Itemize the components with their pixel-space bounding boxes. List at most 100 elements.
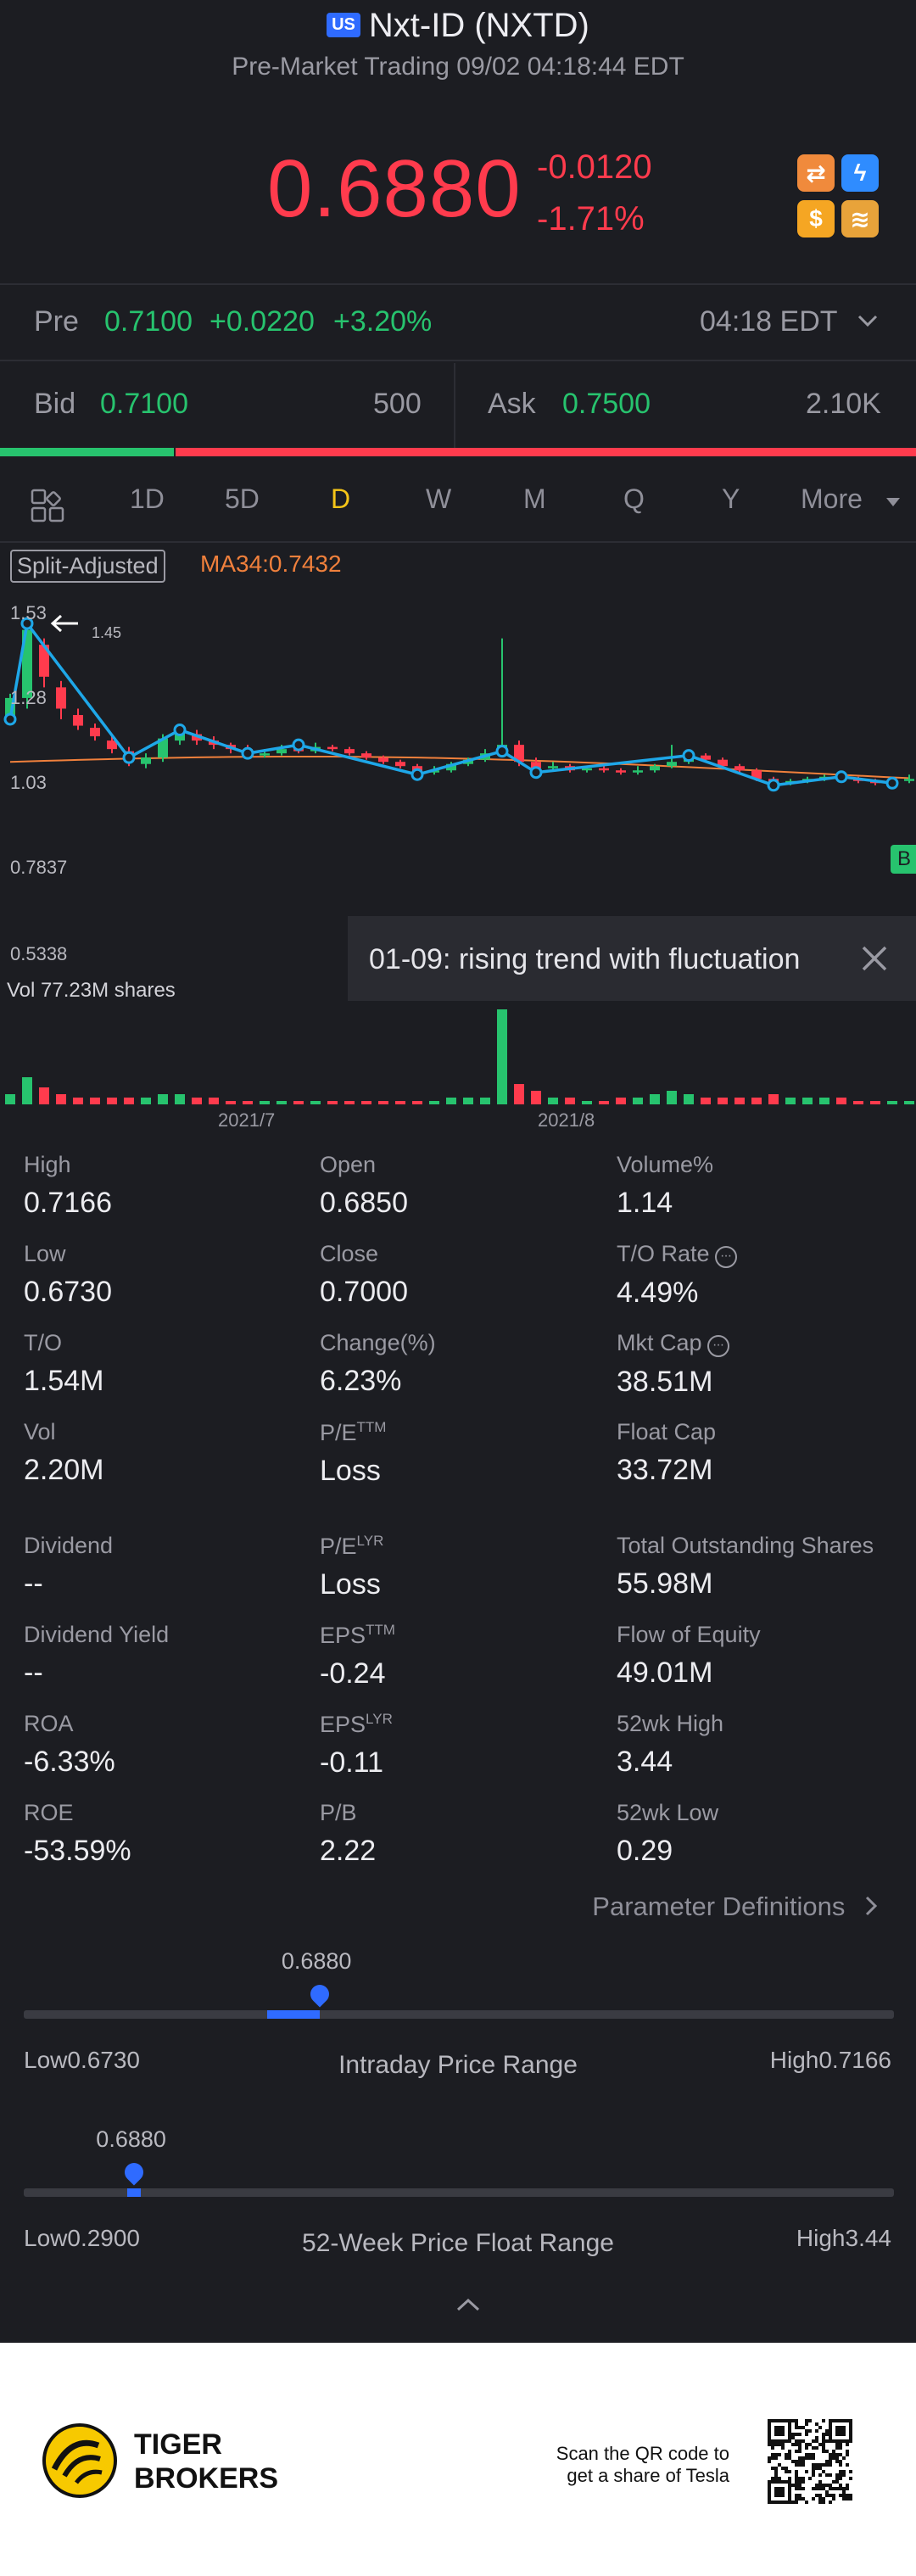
parameter-definitions-link[interactable]: Parameter Definitions (592, 1891, 878, 1922)
intraday-range-title: Intraday Price Range (338, 2051, 578, 2079)
stat-float-cap: Float Cap 33.72M (617, 1419, 716, 1487)
candle-body (650, 766, 660, 771)
candle-body (718, 759, 728, 767)
stat-value: 1.14 (617, 1187, 673, 1219)
volume-bar (141, 1098, 151, 1104)
swap-icon[interactable]: ⇄ (797, 154, 835, 192)
stat-value: Loss (320, 1455, 381, 1487)
stat-dividend-yield: Dividend Yield -- (24, 1622, 169, 1690)
tab-5d[interactable]: 5D (225, 483, 260, 514)
divider (0, 360, 916, 361)
volume-label: Vol 77.23M shares (7, 979, 176, 1002)
stat-label-text: P/E (320, 1420, 357, 1445)
chevron-down-icon[interactable] (857, 314, 879, 329)
caret-down-icon[interactable] (885, 497, 901, 507)
stat-label-text: Float Cap (617, 1419, 717, 1444)
stat-label: Mkt Cap ··· (617, 1330, 729, 1357)
trend-point (835, 770, 848, 784)
stat-label-text: T/O (24, 1330, 62, 1355)
trend-point (3, 712, 17, 726)
stat-label-text: Total Outstanding Shares (617, 1533, 874, 1558)
dollar-icon[interactable]: $ (797, 200, 835, 237)
trend-text: 01-09: rising trend with fluctuation (369, 943, 801, 975)
week52-high: High3.44 (796, 2225, 891, 2251)
stat-52wk-low: 52wk Low 0.29 (617, 1800, 718, 1868)
volume-bar (327, 1101, 338, 1104)
candle-body (158, 738, 168, 758)
tab-y[interactable]: Y (722, 483, 740, 514)
tab-1d[interactable]: 1D (130, 483, 165, 514)
volume-bar (209, 1098, 219, 1104)
volume-bar (734, 1098, 745, 1104)
volume-bar (446, 1098, 456, 1104)
x-tick-label: 2021/8 (538, 1109, 595, 1131)
chart-canvas (3, 617, 914, 1104)
volume-bar (429, 1101, 439, 1104)
intraday-range-fill (267, 2010, 320, 2019)
stat-label-text: High (24, 1152, 71, 1177)
grid-layout-icon[interactable] (31, 489, 64, 522)
volume-bar (73, 1098, 83, 1104)
volume-bar (751, 1098, 762, 1104)
stat-vol: Vol 2.20M (24, 1419, 104, 1487)
candle-body (327, 746, 338, 750)
tab-q[interactable]: Q (623, 483, 645, 514)
stack-icon[interactable]: ≋ (841, 200, 879, 237)
info-icon[interactable]: ··· (707, 1335, 729, 1357)
volume-bar (836, 1098, 846, 1104)
stat-value: 2.22 (320, 1835, 377, 1867)
trend-point (767, 779, 780, 792)
tab-d[interactable]: D (331, 483, 351, 514)
stat-roe: ROE -53.59% (24, 1800, 131, 1868)
stat-label: Total Outstanding Shares (617, 1533, 874, 1559)
stat-value: 49.01M (617, 1657, 713, 1689)
stat-value: 0.7000 (320, 1276, 408, 1308)
stat-label: EPSLYR (320, 1711, 393, 1738)
kline-chart[interactable]: Split-Adjusted MA34:0.7432 1.53 1.28 1.0… (0, 543, 916, 1131)
week52-range-track (24, 2188, 894, 2197)
stat-t-o-rate: T/O Rate ··· 4.49% (617, 1241, 737, 1310)
split-adjusted-toggle[interactable]: Split-Adjusted (10, 550, 165, 583)
quote-header: US Nxt-ID (NXTD) Pre-Market Trading 09/02… (0, 0, 916, 284)
volume-bar (616, 1098, 626, 1104)
chevron-up-icon[interactable] (455, 2297, 481, 2312)
pre-market-row[interactable]: Pre 0.7100 +0.0220 +3.20% 04:18 EDT (0, 287, 916, 359)
trend-point (241, 746, 254, 760)
stat-value: -53.59% (24, 1835, 131, 1867)
stat-label: 52wk High (617, 1711, 723, 1737)
candle-body (548, 766, 558, 768)
flash-icon[interactable]: ϟ (841, 154, 879, 192)
close-icon[interactable] (861, 945, 888, 972)
stat-label: Flow of Equity (617, 1622, 761, 1648)
info-icon[interactable]: ··· (714, 1246, 737, 1268)
stat-low: Low 0.6730 (24, 1241, 112, 1309)
ask-label: Ask (488, 388, 536, 420)
candle-body (141, 757, 151, 764)
candle-body (633, 770, 643, 773)
stat-label: Float Cap (617, 1419, 716, 1445)
brand-name: TIGER BROKERS (134, 2428, 278, 2495)
volume-bar (531, 1091, 541, 1104)
volume-bar (5, 1094, 15, 1104)
price-change-pct: -1.71% (537, 200, 645, 237)
volume-bar (633, 1098, 643, 1104)
stat-label-sup: TTM (356, 1419, 387, 1435)
tab-more[interactable]: More (801, 483, 863, 515)
candle-body (751, 770, 762, 780)
volume-bar (802, 1098, 813, 1104)
trend-point (529, 766, 543, 780)
tab-m[interactable]: M (523, 483, 546, 514)
tab-w[interactable]: W (426, 483, 452, 514)
volume-bar (599, 1101, 609, 1104)
volume-bar (819, 1098, 829, 1104)
bid-ask-separator (454, 363, 455, 448)
stat-label: Change(%) (320, 1330, 436, 1356)
volume-bar (904, 1101, 914, 1104)
y-tick-label: 1.03 (10, 772, 47, 793)
stat-label-text: EPS (320, 1712, 366, 1737)
buy-signal-badge[interactable]: B (891, 845, 916, 874)
y-tick-label: 1.53 (10, 602, 47, 623)
stat-label: 52wk Low (617, 1800, 718, 1826)
volume-bar (565, 1098, 575, 1104)
qr-code-icon[interactable] (768, 2419, 852, 2504)
